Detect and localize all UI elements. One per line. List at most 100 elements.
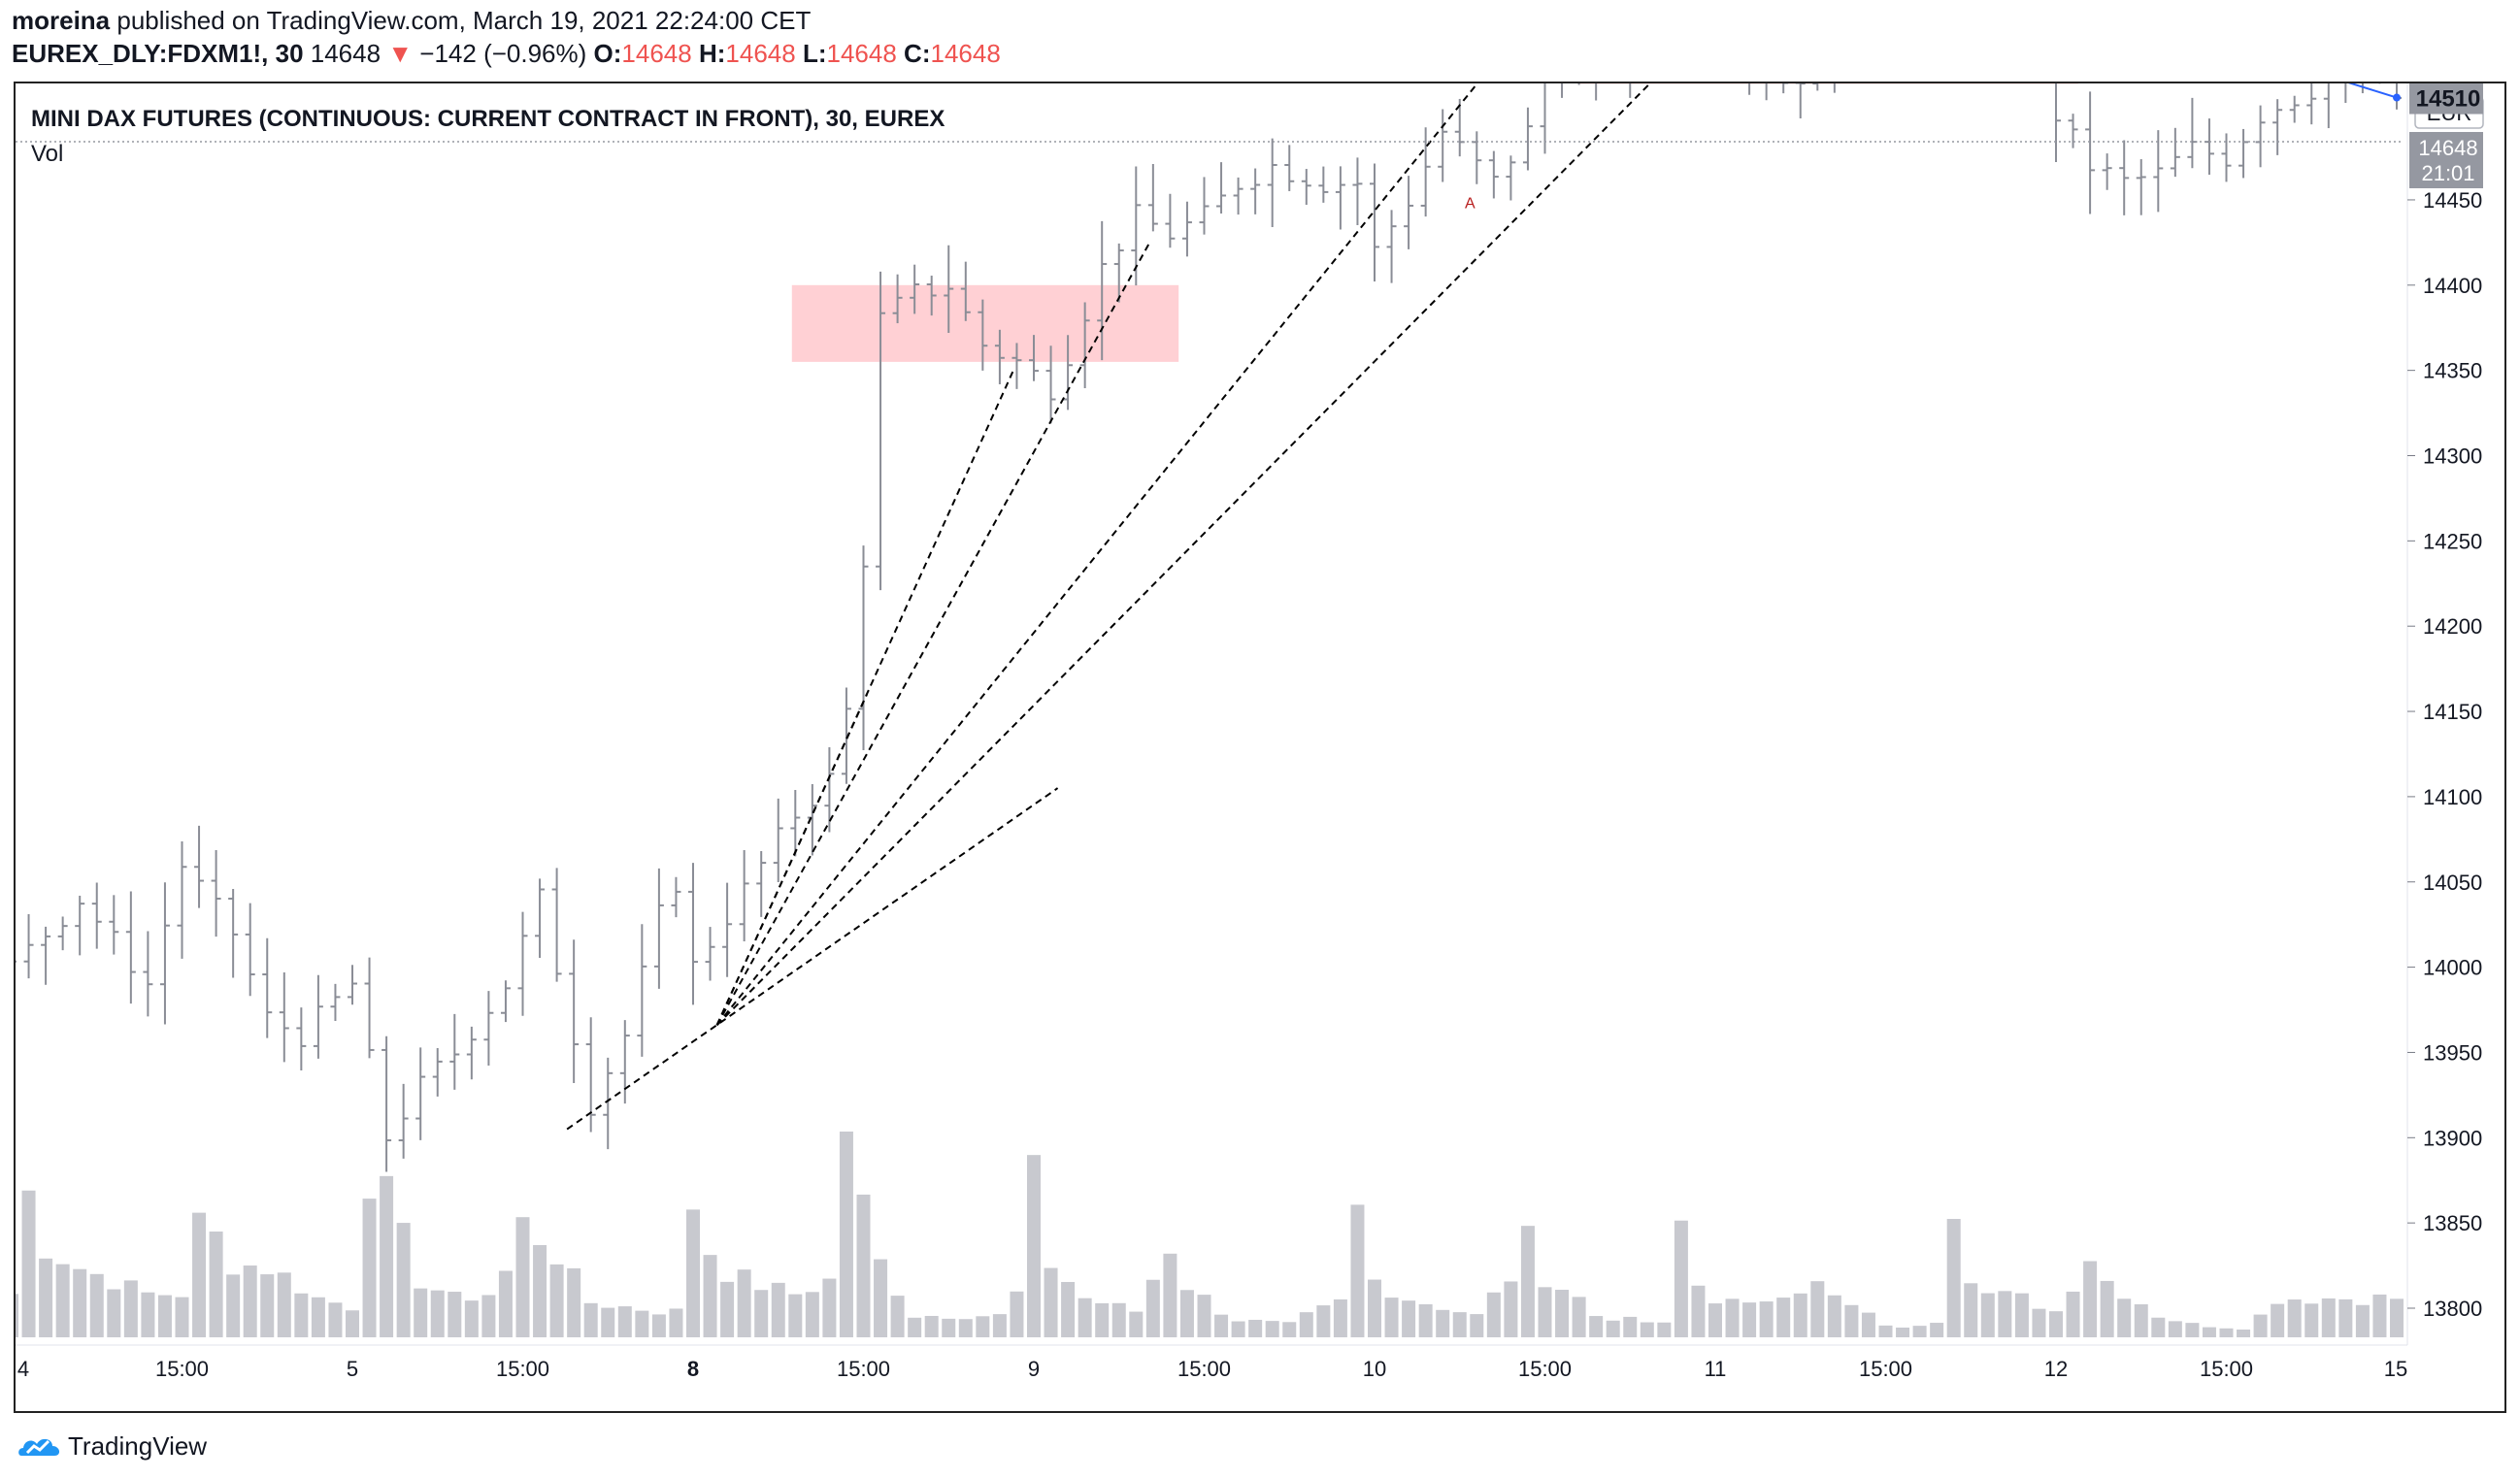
volume-bar xyxy=(2083,1261,2098,1337)
time-tick-label: 15:00 xyxy=(1518,1357,1572,1381)
price-bar xyxy=(2170,127,2180,178)
volume-bar xyxy=(414,1288,428,1337)
volume-bar xyxy=(1725,1298,1740,1337)
low-value: 14648 xyxy=(826,39,897,68)
price-bar xyxy=(1165,193,1176,248)
brand-name[interactable]: TradingView xyxy=(68,1430,208,1461)
price-bar xyxy=(2255,105,2266,168)
price-bar xyxy=(2119,140,2130,215)
volume-bar xyxy=(1470,1314,1484,1337)
price-tick-label: 14100 xyxy=(2423,785,2482,809)
price-bar xyxy=(91,882,102,949)
dashed-trendline-6 xyxy=(715,370,1014,1026)
volume-bar xyxy=(924,1315,939,1337)
price-bar xyxy=(1540,83,1546,154)
price-bar xyxy=(2085,91,2096,214)
volume-bar xyxy=(2390,1298,2404,1337)
price-bar xyxy=(1782,83,1789,94)
volume-bar xyxy=(243,1265,257,1337)
volume-bar xyxy=(1896,1327,1910,1337)
price-bar xyxy=(2306,83,2317,125)
price-bar xyxy=(535,878,546,958)
price-bar xyxy=(1454,98,1465,157)
price-bar xyxy=(773,798,783,883)
volume-bar xyxy=(2237,1330,2251,1337)
volume-bar xyxy=(1759,1301,1774,1337)
chart-legend-title: MINI DAX FUTURES (CONTINUOUS: CURRENT CO… xyxy=(31,106,945,132)
price-scale[interactable]: 13800 13850 13900 13950 14000 14050 14100 14150… xyxy=(2406,83,2482,1345)
volume-bar xyxy=(1964,1283,1978,1337)
volume-bar xyxy=(908,1317,922,1337)
volume-bar xyxy=(720,1281,735,1337)
volume-bar xyxy=(567,1267,581,1337)
price-bar xyxy=(1472,131,1482,184)
price-bar xyxy=(739,850,749,941)
volume-bar xyxy=(362,1199,377,1337)
volume-bar xyxy=(601,1307,615,1337)
open-value: 14648 xyxy=(621,39,692,68)
volume-bar xyxy=(1486,1292,1501,1337)
volume-bar xyxy=(396,1223,411,1337)
volume-bar xyxy=(1793,1293,1807,1337)
volume-bar xyxy=(1010,1291,1024,1337)
price-chart[interactable]: A14511 MINI DAX FUTURES (CONTINUOUS: CUR… xyxy=(16,83,2504,1411)
price-bar xyxy=(2102,153,2112,190)
time-tick-label: 4 xyxy=(17,1357,29,1381)
last-price: 14648 xyxy=(310,39,381,68)
price-tick-label: 14250 xyxy=(2423,529,2482,553)
volume-bar xyxy=(1827,1295,1841,1337)
volume-bar xyxy=(1368,1279,1381,1337)
bar-countdown: 21:01 xyxy=(2421,161,2474,185)
price-tick-label: 13850 xyxy=(2423,1211,2482,1235)
volume-bar xyxy=(549,1264,564,1337)
price-bar xyxy=(2136,159,2146,215)
volume-bar xyxy=(788,1294,803,1337)
volume-bar xyxy=(1861,1312,1875,1337)
volume-bar xyxy=(2372,1294,2387,1337)
volume-bar xyxy=(498,1270,513,1337)
publish-info: moreina published on TradingView.com, Ma… xyxy=(12,6,811,36)
price-bar xyxy=(1420,127,1431,217)
volume-bar xyxy=(123,1280,138,1337)
volume-bar xyxy=(2321,1298,2336,1337)
volume-bar xyxy=(1179,1290,1194,1337)
price-bar xyxy=(1147,164,1158,232)
volume-bar xyxy=(1163,1253,1177,1337)
price-bar xyxy=(978,299,988,371)
price-bar xyxy=(381,1035,392,1172)
volume-bar xyxy=(1197,1295,1211,1337)
volume-bar xyxy=(107,1289,121,1337)
tradingview-logo-icon[interactable] xyxy=(17,1432,62,1460)
time-tick-label: 15:00 xyxy=(1859,1357,1912,1381)
volume-bar xyxy=(1044,1267,1058,1337)
time-tick-label: 11 xyxy=(1705,1357,1727,1381)
volume-bar xyxy=(226,1274,241,1337)
price-bar xyxy=(1181,201,1192,257)
volume-bar xyxy=(1912,1326,1927,1337)
price-bar xyxy=(1318,166,1329,203)
price-bar xyxy=(279,972,289,1063)
volume-bar xyxy=(2168,1321,2182,1337)
author-name[interactable]: moreina xyxy=(12,6,111,35)
trendline-endpoint xyxy=(2393,93,2401,102)
price-bar xyxy=(1522,107,1533,171)
volume-bar xyxy=(1998,1291,2012,1337)
volume-bar xyxy=(651,1314,666,1337)
volume-bar xyxy=(2151,1317,2166,1337)
time-tick-label: 15:00 xyxy=(1177,1357,1231,1381)
price-tick-label: 14200 xyxy=(2423,614,2482,639)
volume-bar xyxy=(1776,1298,1791,1337)
price-bar xyxy=(1795,83,1806,118)
time-axis[interactable]: 4 15:00 5 15:00 8 15:00 9 15:00 10 15:00 11 15:00 12… xyxy=(16,1344,2407,1381)
price-bar xyxy=(722,882,733,977)
price-bar xyxy=(569,939,580,1083)
price-bar xyxy=(653,868,664,989)
price-bar xyxy=(1561,83,1564,98)
price-bar xyxy=(1097,220,1108,361)
volume-bar xyxy=(1231,1321,1245,1337)
volume-bar xyxy=(2100,1280,2114,1337)
price-bar xyxy=(466,1026,477,1080)
price-tick-label: 14400 xyxy=(2423,274,2482,298)
price-bar xyxy=(2204,118,2214,176)
price-bar xyxy=(994,329,1005,384)
